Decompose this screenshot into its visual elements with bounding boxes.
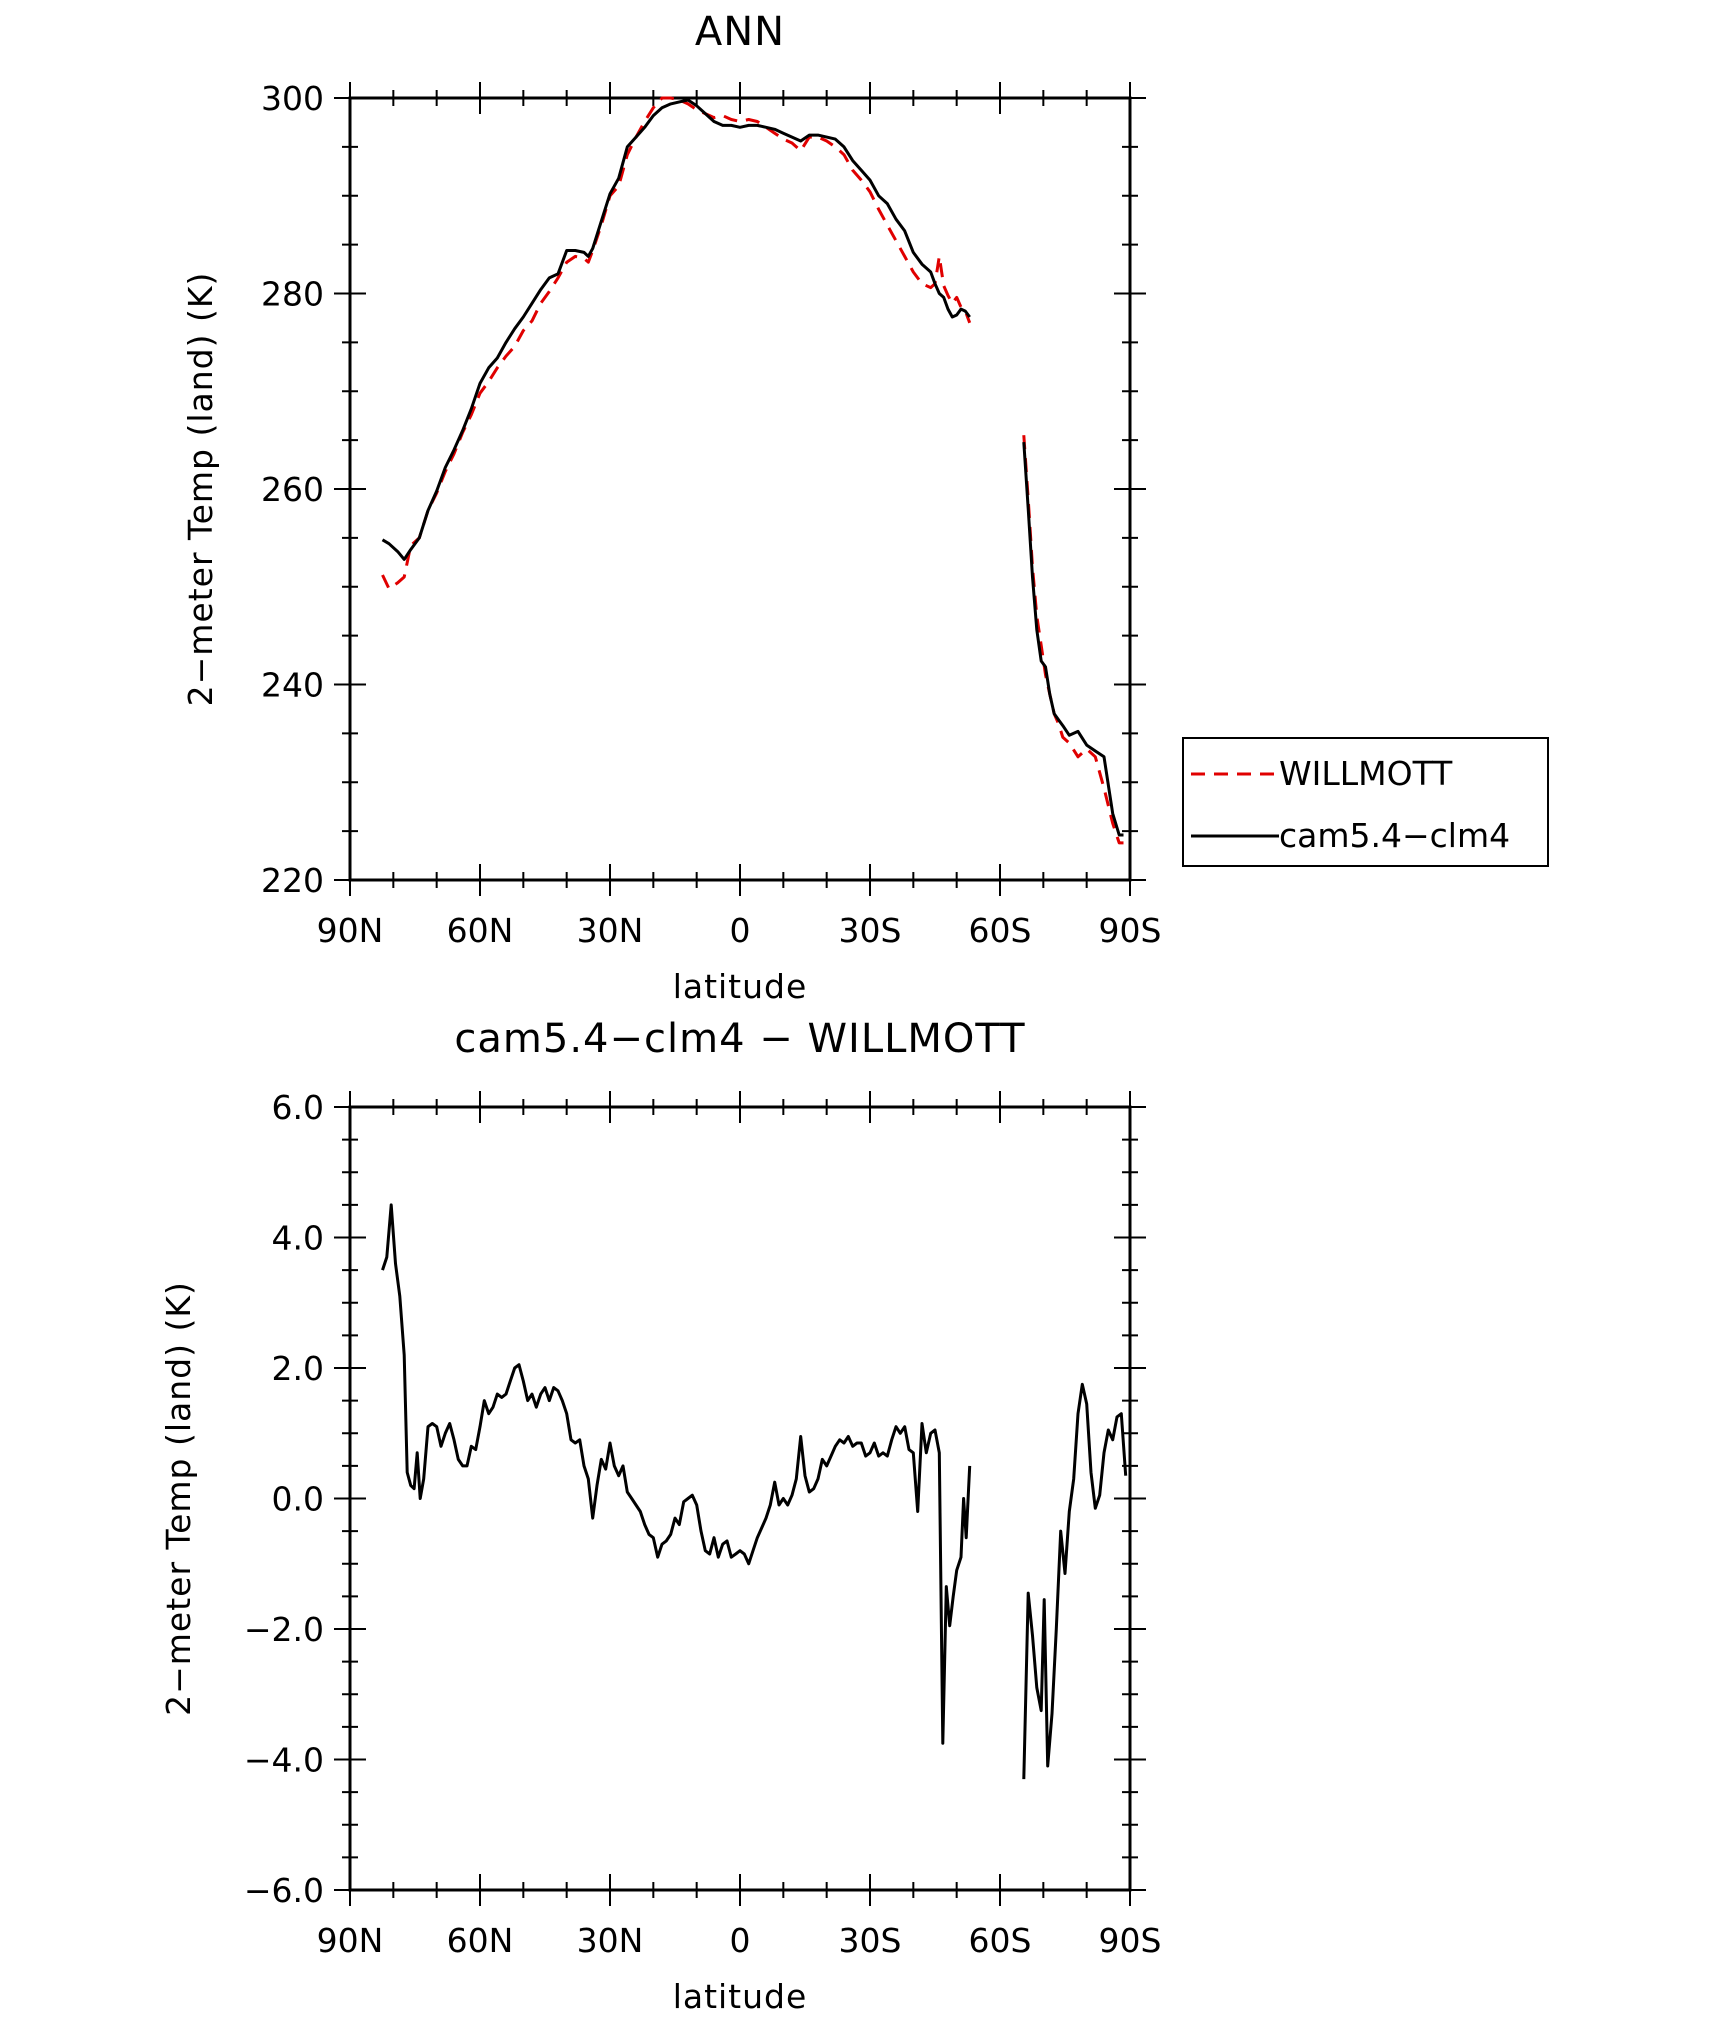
legend-label-1: WILLMOTT bbox=[1279, 754, 1453, 793]
y-tick-label: 220 bbox=[261, 861, 324, 900]
legend: WILLMOTT cam5.4−clm4 bbox=[1182, 737, 1549, 867]
x-tick-label: 30S bbox=[839, 911, 902, 950]
x-tick-label: 60S bbox=[969, 911, 1032, 950]
x-tick-label: 60S bbox=[969, 1921, 1032, 1960]
y-tick-label: 6.0 bbox=[272, 1088, 324, 1127]
legend-label-2: cam5.4−clm4 bbox=[1279, 816, 1510, 855]
series-line-1-seg-1 bbox=[381, 1203, 972, 1745]
y-tick-label: 280 bbox=[261, 275, 324, 314]
x-tick-label: 0 bbox=[730, 1921, 751, 1960]
x-axis-label: latitude bbox=[673, 967, 808, 1006]
y-tick-label: 0.0 bbox=[272, 1480, 324, 1519]
x-tick-label: 90N bbox=[317, 1921, 384, 1960]
y-tick-label: 4.0 bbox=[272, 1219, 324, 1258]
series-line-1-seg-1 bbox=[381, 96, 972, 591]
y-tick-label: −4.0 bbox=[244, 1741, 324, 1780]
x-tick-label: 60N bbox=[447, 911, 514, 950]
series-line-2-seg-2 bbox=[1022, 442, 1124, 837]
series-line-1-seg-2 bbox=[1022, 1382, 1128, 1780]
y-tick-label: −6.0 bbox=[244, 1871, 324, 1910]
x-tick-label: 90S bbox=[1099, 1921, 1162, 1960]
chart-title: cam5.4−clm4 − WILLMOTT bbox=[454, 1016, 1025, 1062]
x-tick-label: 60N bbox=[447, 1921, 514, 1960]
y-axis-label: 2−meter Temp (land) (K) bbox=[159, 1281, 198, 1716]
x-axis-label: latitude bbox=[673, 1977, 808, 2016]
x-tick-label: 30N bbox=[577, 1921, 644, 1960]
x-tick-label: 30N bbox=[577, 911, 644, 950]
x-tick-label: 90S bbox=[1099, 911, 1162, 950]
y-tick-label: 300 bbox=[261, 79, 324, 118]
chart-panel-1: ANN 220 240 260 280 300 90N 60N 30N 0 30S 60S 90S lat… bbox=[181, 9, 1549, 1006]
y-tick-label: 260 bbox=[261, 470, 324, 509]
y-tick-label: −2.0 bbox=[244, 1610, 324, 1649]
chart-title: ANN bbox=[695, 9, 785, 55]
x-tick-label: 30S bbox=[839, 1921, 902, 1960]
legend-box bbox=[1182, 737, 1549, 867]
y-tick-label: 240 bbox=[261, 666, 324, 705]
plot-frame bbox=[348, 96, 1132, 882]
plot-frame bbox=[348, 1105, 1132, 1892]
y-axis-label: 2−meter Temp (land) (K) bbox=[181, 272, 220, 707]
y-tick-label: 2.0 bbox=[272, 1349, 324, 1388]
series-line-2-seg-1 bbox=[381, 98, 971, 561]
x-tick-label: 90N bbox=[317, 911, 384, 950]
chart-panel-2: cam5.4−clm4 − WILLMOTT −6.0 −4.0 −2.0 0.0 2.0… bbox=[159, 1016, 1161, 2016]
x-tick-label: 0 bbox=[730, 911, 751, 950]
